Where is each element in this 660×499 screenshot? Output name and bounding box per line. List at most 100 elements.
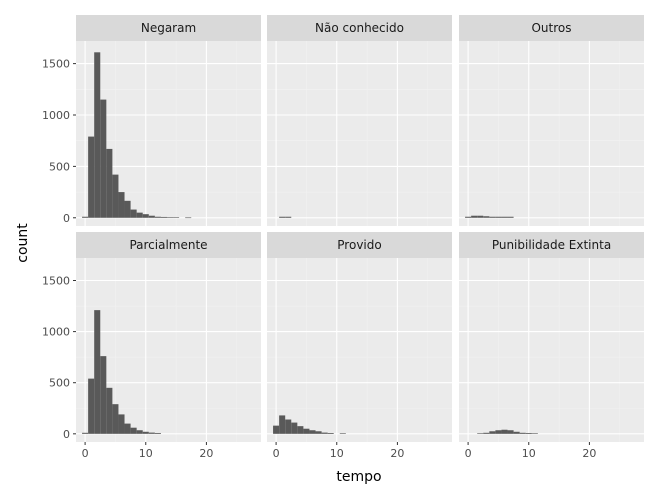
histogram-bar [112, 174, 119, 218]
y-tick-label: 0 [63, 428, 70, 441]
histogram-bar [321, 432, 328, 434]
facet-strip [459, 232, 644, 258]
histogram-bar [124, 200, 131, 218]
facet-strip [76, 15, 261, 41]
facet-panel: Provido 0 10 20 [267, 232, 452, 460]
histogram-bar [124, 423, 131, 434]
histogram-bar [136, 430, 143, 434]
x-tick-label: 20 [582, 447, 596, 460]
facet-strip-label: Punibilidade Extinta [492, 238, 611, 252]
histogram-bar [303, 428, 310, 434]
histogram-bar [118, 192, 125, 218]
histogram-bar [489, 431, 496, 434]
histogram-bar [118, 414, 125, 434]
histogram-bar [525, 433, 532, 434]
histogram-bar [471, 215, 478, 218]
histogram-bar [273, 425, 280, 434]
histogram-bar [285, 216, 292, 218]
facet-strip [267, 232, 452, 258]
panel-background [267, 41, 452, 226]
facet-strip-label: Parcialmente [129, 238, 207, 252]
histogram-bar [495, 430, 502, 434]
histogram-bar [94, 52, 101, 218]
x-tick-label: 10 [139, 447, 153, 460]
x-tick-label: 0 [273, 447, 280, 460]
histogram-bar [148, 215, 155, 218]
histogram-bar [477, 215, 484, 218]
histogram-bar [483, 432, 490, 434]
y-tick-label: 1000 [42, 326, 70, 339]
panel-background [459, 41, 644, 226]
histogram-bar [130, 209, 137, 218]
histogram-bar [297, 426, 304, 434]
facet-panel: Outros [459, 15, 644, 226]
histogram-bar [285, 419, 292, 434]
y-tick-label: 1000 [42, 109, 70, 122]
histogram-bar [495, 216, 502, 218]
histogram-bar [315, 431, 322, 434]
x-tick-label: 10 [522, 447, 536, 460]
histogram-bar [94, 310, 101, 434]
facet-strip [76, 232, 261, 258]
facet-panel: Parcialmente 0 500 1000 1500 0 10 20 [42, 232, 261, 460]
histogram-bar [309, 430, 316, 434]
facet-panel: Não conhecido [267, 15, 452, 226]
panel-background [459, 258, 644, 442]
x-tick-label: 20 [199, 447, 213, 460]
histogram-bar [130, 427, 137, 434]
facet-strip-label: Provido [337, 238, 381, 252]
y-tick-label: 500 [49, 160, 70, 173]
facet-strip-label: Outros [531, 21, 571, 35]
x-tick-label: 0 [465, 447, 472, 460]
histogram-bar [483, 216, 490, 218]
histogram-bar [88, 378, 95, 434]
histogram-bar [106, 148, 113, 218]
histogram-bar [160, 216, 167, 218]
x-tick-label: 10 [330, 447, 344, 460]
x-axis-title: tempo [336, 469, 381, 485]
histogram-bar [489, 216, 496, 218]
y-tick-label: 1500 [42, 274, 70, 287]
y-axis-title: count [15, 223, 31, 263]
histogram-bar [154, 433, 161, 434]
histogram-bar [291, 422, 298, 434]
histogram-bar [88, 136, 95, 218]
histogram-bar [501, 429, 508, 434]
y-tick-label: 0 [63, 212, 70, 225]
histogram-bar [501, 216, 508, 218]
histogram-bar [465, 216, 472, 218]
histogram-bar [148, 432, 155, 434]
histogram-bar [82, 216, 89, 218]
histogram-bar [279, 415, 286, 434]
facet-strip-label: Negaram [141, 21, 196, 35]
histogram-bar [513, 431, 520, 434]
facet-strip [459, 15, 644, 41]
histogram-bar [142, 431, 149, 434]
histogram-bar [82, 432, 89, 434]
histogram-bar [519, 432, 526, 434]
y-tick-label: 500 [49, 377, 70, 390]
histogram-bar [279, 216, 286, 218]
x-tick-label: 20 [390, 447, 404, 460]
histogram-bar [166, 217, 174, 218]
facet-panel: Negaram 0 500 1000 1500 [42, 15, 261, 226]
histogram-bar [173, 217, 180, 218]
histogram-bar [154, 216, 161, 218]
histogram-bar [339, 433, 346, 434]
histogram-bar [507, 216, 514, 218]
histogram-bar [136, 212, 143, 218]
facet-strip [267, 15, 452, 41]
histogram-bar [327, 433, 334, 434]
histogram-bar [142, 214, 149, 218]
histogram-bar [477, 433, 484, 434]
panel-background [267, 258, 452, 442]
histogram-bar [531, 433, 538, 434]
facet-strip-label: Não conhecido [315, 21, 404, 35]
histogram-bar [507, 430, 514, 434]
y-tick-label: 1500 [42, 58, 70, 71]
histogram-bar [106, 387, 113, 434]
histogram-bar [100, 356, 107, 434]
histogram-bar [112, 404, 119, 434]
histogram-bar [100, 99, 107, 218]
